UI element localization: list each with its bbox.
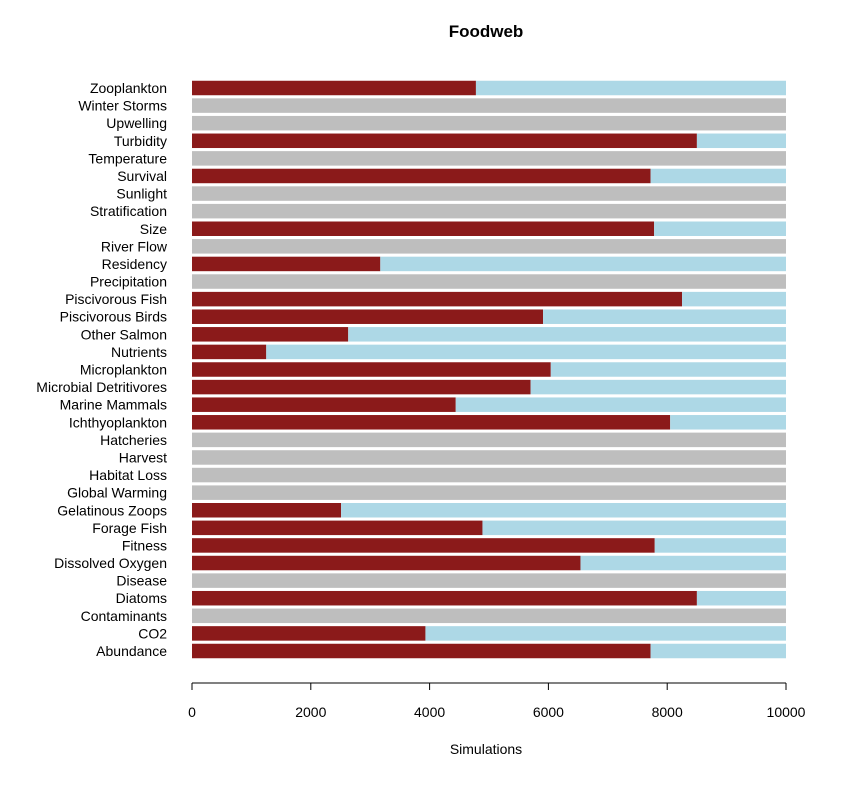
bar-segment xyxy=(192,98,786,113)
bar-segment xyxy=(192,344,267,360)
bar-segment xyxy=(192,239,786,254)
category-label: CO2 xyxy=(138,625,167,641)
category-label: Turbidity xyxy=(114,133,167,149)
bar-segment xyxy=(550,362,786,377)
bar-segment xyxy=(192,168,651,184)
x-axis: 0 2000 4000 6000 8000 10000 xyxy=(188,682,806,720)
category-label: Contaminants xyxy=(81,608,167,624)
bar-segment xyxy=(425,626,786,641)
bar-segment xyxy=(192,538,655,553)
bar-segment xyxy=(192,203,786,219)
bar-segment xyxy=(682,291,786,307)
category-label: Nutrients xyxy=(111,344,167,360)
bar-segment xyxy=(192,309,544,324)
x-tick-label: 0 xyxy=(188,704,196,720)
x-tick-label: 4000 xyxy=(414,704,445,720)
category-label: Winter Storms xyxy=(78,98,167,114)
category-label: Precipitation xyxy=(90,274,167,290)
bar-segment xyxy=(192,432,786,448)
bar-segment xyxy=(192,626,426,641)
category-label: Temperature xyxy=(88,150,167,166)
bar-segment xyxy=(192,555,581,571)
category-label: Gelatinous Zoops xyxy=(57,502,167,518)
category-label: Sunlight xyxy=(116,186,167,202)
category-label: Abundance xyxy=(96,643,167,659)
bar-segment xyxy=(654,221,786,236)
bar-segment xyxy=(192,450,786,465)
category-label: Piscivorous Birds xyxy=(60,309,167,325)
category-label: Fitness xyxy=(122,537,167,553)
category-label: Hatcheries xyxy=(100,432,167,448)
bar-segment xyxy=(482,520,786,536)
bar-segment xyxy=(266,344,786,360)
bar-segment xyxy=(192,397,456,412)
bar-segment xyxy=(192,379,531,395)
x-tick-label: 2000 xyxy=(295,704,326,720)
category-label: Survival xyxy=(117,168,167,184)
x-axis-label: Simulations xyxy=(450,741,522,757)
category-label: Residency xyxy=(102,256,167,272)
bar-segment xyxy=(543,309,786,324)
bar-segment xyxy=(192,327,349,342)
bar-segment xyxy=(696,133,786,149)
bars-layer xyxy=(192,80,786,659)
bar-segment xyxy=(192,274,786,289)
category-label: Disease xyxy=(116,573,167,589)
x-tick-label: 6000 xyxy=(533,704,564,720)
bar-segment xyxy=(341,503,786,518)
bar-segment xyxy=(192,186,786,201)
bar-segment xyxy=(192,362,551,377)
category-label: Piscivorous Fish xyxy=(65,291,167,307)
category-label: Other Salmon xyxy=(81,326,167,342)
category-label: Forage Fish xyxy=(92,520,167,536)
bar-segment xyxy=(475,80,786,96)
bar-segment xyxy=(192,80,476,96)
bar-segment xyxy=(455,397,786,412)
bar-segment xyxy=(670,415,786,430)
bar-segment xyxy=(192,503,342,518)
bar-segment xyxy=(192,643,651,659)
category-label: River Flow xyxy=(101,238,168,254)
bar-segment xyxy=(580,555,786,571)
bar-segment xyxy=(192,415,671,430)
category-label: Microplankton xyxy=(80,362,167,378)
bar-segment xyxy=(192,485,786,500)
category-label: Dissolved Oxygen xyxy=(54,555,167,571)
bar-segment xyxy=(380,256,786,272)
bar-segment xyxy=(192,291,683,307)
bar-segment xyxy=(192,608,786,624)
bar-segment xyxy=(192,151,786,166)
bar-segment xyxy=(650,168,786,184)
x-tick-label: 10000 xyxy=(767,704,806,720)
category-label: Habitat Loss xyxy=(89,467,167,483)
category-label: Zooplankton xyxy=(90,80,167,96)
category-label: Microbial Detritivores xyxy=(36,379,167,395)
bar-segment xyxy=(348,327,786,342)
category-label: Harvest xyxy=(119,449,167,465)
bar-segment xyxy=(654,538,786,553)
bar-segment xyxy=(650,643,786,659)
category-label: Diatoms xyxy=(116,590,167,606)
bar-segment xyxy=(192,115,786,131)
category-label: Global Warming xyxy=(67,485,167,501)
bar-segment xyxy=(192,573,786,588)
bar-segment xyxy=(192,520,483,536)
bar-segment xyxy=(530,379,786,395)
x-tick-label: 8000 xyxy=(652,704,683,720)
bar-segment xyxy=(192,467,786,483)
bar-segment xyxy=(192,590,697,606)
bar-segment xyxy=(192,256,381,272)
category-label: Size xyxy=(140,221,167,237)
category-label: Upwelling xyxy=(106,115,167,131)
bar-segment xyxy=(192,221,655,236)
category-label: Ichthyoplankton xyxy=(69,414,167,430)
category-label: Stratification xyxy=(90,203,167,219)
bar-segment xyxy=(696,590,786,606)
category-label: Marine Mammals xyxy=(60,397,167,413)
chart-title: Foodweb xyxy=(449,22,524,41)
bar-segment xyxy=(192,133,697,149)
